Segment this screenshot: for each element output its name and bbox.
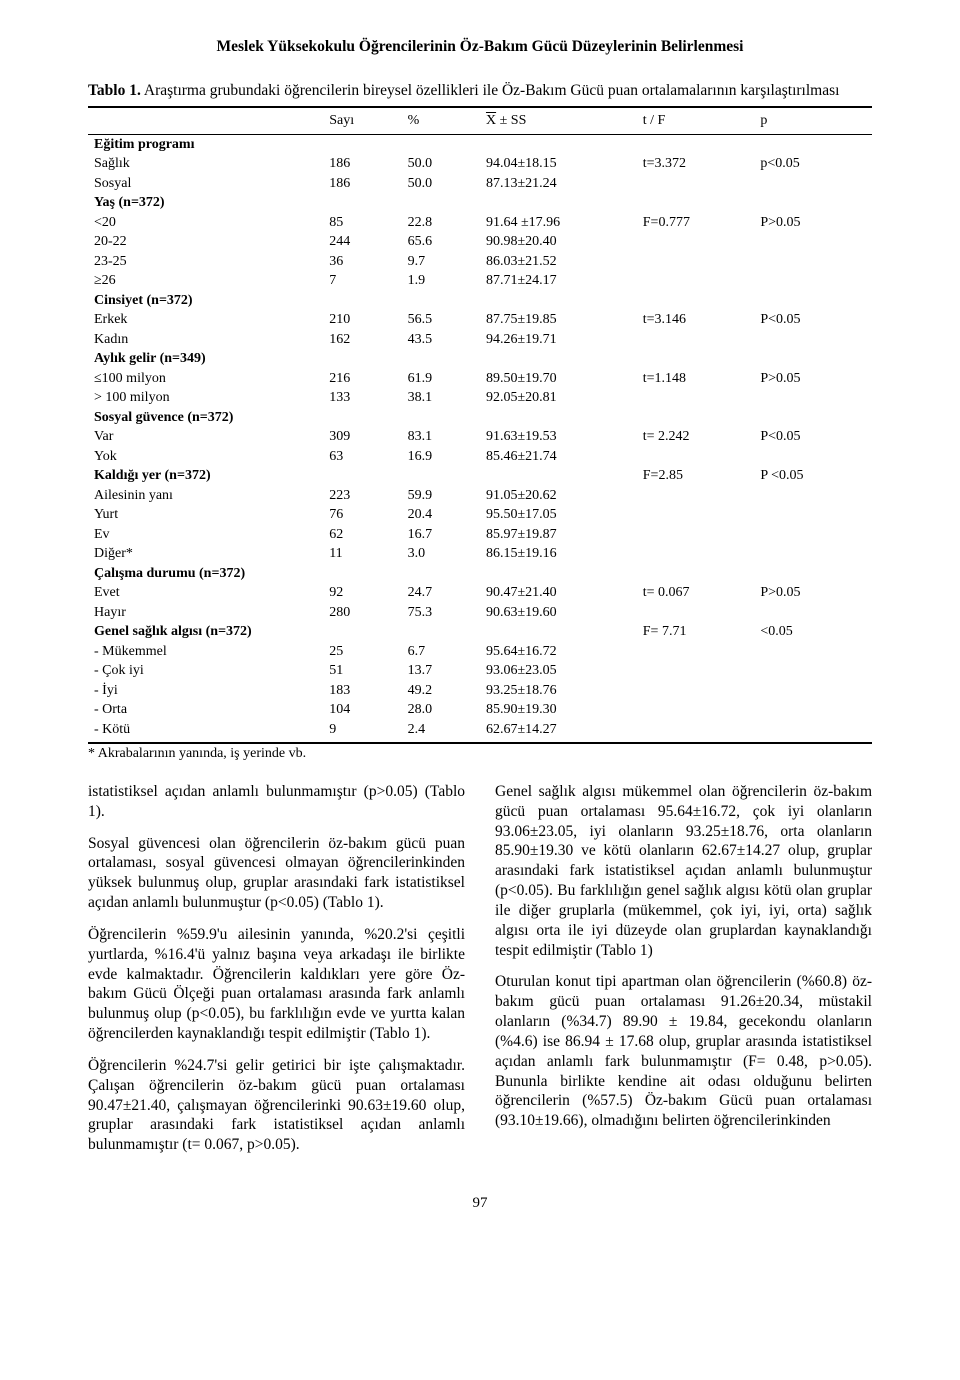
- table-header-row: Sayı % X ± SS t / F p: [88, 107, 872, 134]
- table-row: ≤100 milyon21661.989.50±19.70t=1.148P>0.…: [88, 369, 872, 389]
- body-col-left: istatistiksel açıdan anlamlı bulunmamışt…: [88, 782, 465, 1167]
- table-row: Var30983.191.63±19.53t= 2.242P<0.05: [88, 427, 872, 447]
- table-row: - Orta10428.085.90±19.30: [88, 700, 872, 720]
- body-paragraph: Öğrencilerin %24.7'si gelir getirici bir…: [88, 1056, 465, 1155]
- table-row: Ev6216.785.97±19.87: [88, 525, 872, 545]
- table-group-row: Kaldığı yer (n=372)F=2.85P <0.05: [88, 466, 872, 486]
- table-group-row: Eğitim programı: [88, 134, 872, 154]
- body-paragraph: Sosyal güvencesi olan öğrencilerin öz-ba…: [88, 834, 465, 913]
- body-col-right: Genel sağlık algısı mükemmel olan öğrenc…: [495, 782, 872, 1167]
- col-pct: %: [402, 107, 480, 134]
- table-row: Sağlık18650.094.04±18.15t=3.372p<0.05: [88, 154, 872, 174]
- table-group-row: Sosyal güvence (n=372): [88, 408, 872, 428]
- table-caption: Tablo 1. Araştırma grubundaki öğrenciler…: [88, 82, 872, 100]
- table-row: Diğer*113.086.15±19.16: [88, 544, 872, 564]
- page-number: 97: [88, 1195, 872, 1212]
- table-group-row: Genel sağlık algısı (n=372)F= 7.71<0.05: [88, 622, 872, 642]
- body-paragraph: Oturulan konut tipi apartman olan öğrenc…: [495, 972, 872, 1131]
- table-group-row: Yaş (n=372): [88, 193, 872, 213]
- table-row: Sosyal18650.087.13±21.24: [88, 174, 872, 194]
- table-row: Yok6316.985.46±21.74: [88, 447, 872, 467]
- col-p: p: [754, 107, 872, 134]
- table-row: Kadın16243.594.26±19.71: [88, 330, 872, 350]
- table-row: <208522.891.64 ±17.96F=0.777P>0.05: [88, 213, 872, 233]
- table-footnote: * Akrabalarının yanında, iş yerinde vb.: [88, 746, 872, 762]
- body-paragraph: Öğrencilerin %59.9'u ailesinin yanında, …: [88, 925, 465, 1044]
- table-row: - Çok iyi5113.793.06±23.05: [88, 661, 872, 681]
- table-row: 20-2224465.690.98±20.40: [88, 232, 872, 252]
- table-row: Yurt7620.495.50±17.05: [88, 505, 872, 525]
- table-row: Hayır28075.390.63±19.60: [88, 603, 872, 623]
- table-row: Erkek21056.587.75±19.85t=3.146P<0.05: [88, 310, 872, 330]
- col-xss: X ± SS: [480, 107, 637, 134]
- table-row: Ailesinin yanı22359.991.05±20.62: [88, 486, 872, 506]
- running-title: Meslek Yüksekokulu Öğrencilerinin Öz-Bak…: [88, 38, 872, 56]
- body-paragraph: Genel sağlık algısı mükemmel olan öğrenc…: [495, 782, 872, 960]
- table-caption-text: Araştırma grubundaki öğrencilerin bireys…: [144, 82, 840, 99]
- table-group-row: Cinsiyet (n=372): [88, 291, 872, 311]
- table-group-row: Aylık gelir (n=349): [88, 349, 872, 369]
- body-columns: istatistiksel açıdan anlamlı bulunmamışt…: [88, 782, 872, 1167]
- table-group-row: Çalışma durumu (n=372): [88, 564, 872, 584]
- table-row: - Kötü92.462.67±14.27: [88, 720, 872, 744]
- table-row: > 100 milyon13338.192.05±20.81: [88, 388, 872, 408]
- table-row: Evet9224.790.47±21.40t= 0.067P>0.05: [88, 583, 872, 603]
- table-caption-label: Tablo 1.: [88, 82, 141, 99]
- table-row: ≥2671.987.71±24.17: [88, 271, 872, 291]
- comparison-table: Sayı % X ± SS t / F p Eğitim programıSağ…: [88, 106, 872, 744]
- table-row: - Mükemmel256.795.64±16.72: [88, 642, 872, 662]
- body-paragraph: istatistiksel açıdan anlamlı bulunmamışt…: [88, 782, 465, 822]
- table-row: - İyi18349.293.25±18.76: [88, 681, 872, 701]
- col-sayi: Sayı: [323, 107, 401, 134]
- col-tf: t / F: [637, 107, 755, 134]
- table-row: 23-25369.786.03±21.52: [88, 252, 872, 272]
